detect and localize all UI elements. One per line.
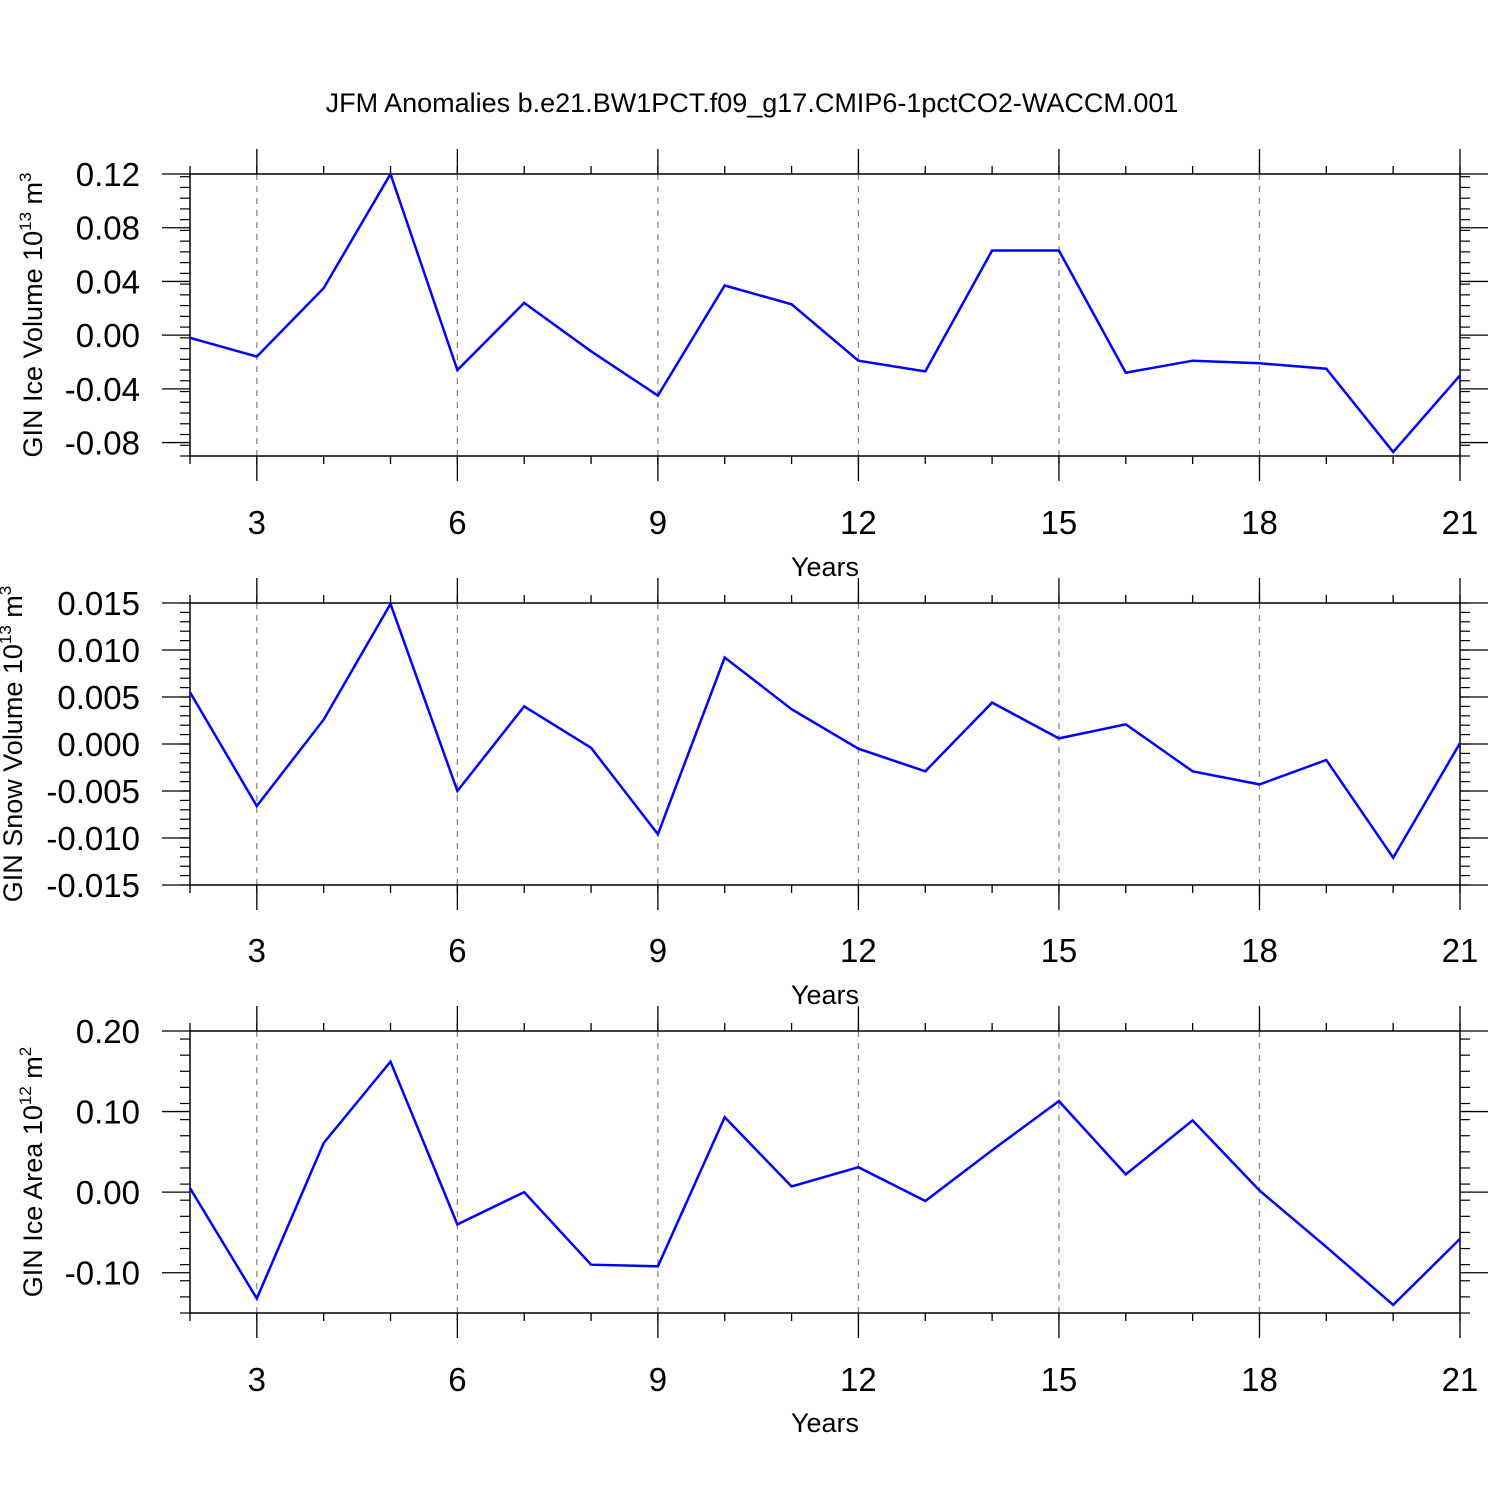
x-tick-label: 21 — [1442, 1361, 1479, 1398]
series-line — [188, 1059, 1461, 1307]
x-tick-label: 3 — [248, 932, 266, 969]
panels: 3 6 9 12 15 18 21 -0.08 -0.04 0.00 0.04 0.08 0.12 Yea… — [0, 149, 1488, 1438]
x-tick-label: 6 — [448, 1361, 466, 1398]
x-tick-label: 6 — [448, 932, 466, 969]
x-tick-label: 12 — [840, 504, 877, 541]
y-tick-label: 0.04 — [76, 263, 140, 300]
panel-1: 3 6 9 12 15 18 21 -0.08 -0.04 0.00 0.04 0.08 0.12 Yea… — [16, 149, 1488, 582]
x-tick-label: 15 — [1041, 504, 1078, 541]
plot-frame — [189, 1030, 1461, 1314]
y-tick-label: -0.08 — [65, 425, 140, 462]
y-label-unit: m — [18, 1056, 48, 1086]
series-line — [189, 171, 1461, 454]
y-tick-label: 0.10 — [76, 1094, 140, 1131]
x-axis-label: Years — [791, 1408, 859, 1438]
panel-3: 3 6 9 12 15 18 21 -0.10 0.00 0.10 0.20 Years GIN Ice… — [16, 1006, 1488, 1438]
x-tick-label: 3 — [248, 1361, 266, 1398]
x-axis-label: Years — [791, 980, 859, 1010]
x-tick-label: 9 — [649, 504, 667, 541]
x-tick-label: 18 — [1241, 1361, 1278, 1398]
y-axis-label: GIN Ice Volume 1013 m3 — [16, 172, 48, 457]
y-tick-label: -0.04 — [65, 371, 140, 408]
x-tick-label: 9 — [649, 932, 667, 969]
x-tick-label: 18 — [1241, 504, 1278, 541]
y-tick-label: 0.00 — [76, 1174, 140, 1211]
x-tick-label: 12 — [840, 932, 877, 969]
x-axis-label: Years — [791, 552, 859, 582]
y-tick-label: 0.08 — [76, 210, 140, 247]
y-tick-label: 0.000 — [57, 726, 140, 763]
x-tick-label: 6 — [448, 504, 466, 541]
y-label-superscript: 3 — [0, 586, 15, 595]
y-tick-label: 0.005 — [57, 679, 140, 716]
y-tick-label: 0.00 — [76, 317, 140, 354]
y-label-superscript: 12 — [16, 1086, 35, 1105]
x-tick-label: 21 — [1442, 504, 1479, 541]
y-tick-label: -0.015 — [46, 867, 140, 904]
y-axis-label: GIN Snow Volume 1013 m3 — [0, 586, 28, 903]
y-tick-label: 0.010 — [57, 632, 140, 669]
y-tick-label: -0.005 — [46, 773, 140, 810]
series-line — [188, 600, 1462, 861]
x-tick-label: 12 — [840, 1361, 877, 1398]
y-label-superscript: 2 — [16, 1047, 35, 1056]
x-tick-label: 9 — [649, 1361, 667, 1398]
y-tick-label: -0.010 — [46, 820, 140, 857]
y-label-superscript: 13 — [0, 625, 15, 644]
x-tick-label: 15 — [1041, 932, 1078, 969]
y-tick-label: 0.015 — [57, 585, 140, 622]
y-label-superscript: 3 — [16, 172, 35, 181]
x-tick-label: 15 — [1041, 1361, 1078, 1398]
y-axis-label: GIN Ice Area 1012 m2 — [16, 1047, 48, 1298]
y-label-superscript: 13 — [16, 212, 35, 231]
y-label-unit: m — [0, 595, 28, 625]
y-label-text: GIN Ice Volume 10 — [18, 231, 48, 458]
y-label-text: GIN Ice Area 10 — [18, 1105, 48, 1297]
x-tick-label: 3 — [248, 504, 266, 541]
x-tick-label: 18 — [1241, 932, 1278, 969]
y-label-text: GIN Snow Volume 10 — [0, 644, 28, 902]
plot-frame — [189, 602, 1461, 886]
figure-title: JFM Anomalies b.e21.BW1PCT.f09_g17.CMIP6… — [326, 88, 1179, 118]
y-tick-label: 0.20 — [76, 1013, 140, 1050]
panel-2: 3 6 9 12 15 18 21 -0.015 -0.010 -0.005 0.000 0.005 0… — [0, 578, 1488, 1010]
y-label-unit: m — [18, 182, 48, 212]
plot-frame — [189, 173, 1461, 457]
y-tick-label: 0.12 — [76, 156, 140, 193]
x-tick-label: 21 — [1442, 932, 1479, 969]
y-tick-label: -0.10 — [65, 1255, 140, 1292]
